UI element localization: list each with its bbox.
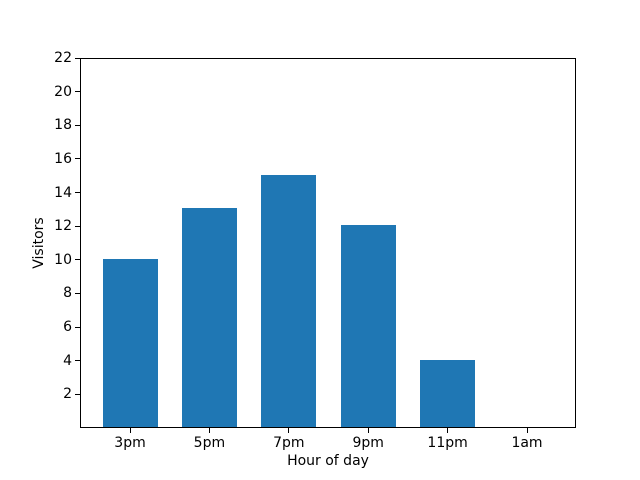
x-tick-label: 1am xyxy=(511,435,543,451)
x-tick-label: 5pm xyxy=(193,435,226,451)
y-tick-label: 22 xyxy=(54,50,72,66)
y-tick-label: 2 xyxy=(63,386,72,403)
x-tick-mark xyxy=(526,428,528,433)
y-tick-label: 14 xyxy=(54,184,72,201)
y-tick-label: 10 xyxy=(54,251,72,268)
bar-9pm xyxy=(340,225,396,427)
y-tick-mark xyxy=(75,259,80,261)
bar-7pm xyxy=(261,175,317,427)
y-tick-mark xyxy=(75,225,80,227)
y-tick-mark xyxy=(75,326,80,328)
plot-area xyxy=(80,58,576,428)
x-tick-mark xyxy=(129,428,131,433)
x-axis-label: Hour of day xyxy=(287,453,369,469)
bar-5pm xyxy=(181,208,237,427)
y-tick-mark xyxy=(75,393,80,395)
x-tick-label: 7pm xyxy=(273,435,305,451)
y-tick-mark xyxy=(75,57,80,59)
x-tick-label: 3pm xyxy=(114,435,146,451)
y-tick-label: 4 xyxy=(63,352,72,369)
y-tick-label: 6 xyxy=(63,319,72,336)
y-tick-label: 16 xyxy=(54,150,72,167)
y-tick-mark xyxy=(75,292,80,294)
y-tick-label: 12 xyxy=(54,218,72,235)
x-tick-mark xyxy=(447,428,449,433)
y-tick-label: 18 xyxy=(54,117,72,134)
x-tick-mark xyxy=(288,428,290,433)
y-tick-mark xyxy=(75,158,80,160)
y-tick-label: 8 xyxy=(63,285,72,302)
x-tick-label: 9pm xyxy=(352,435,384,451)
x-tick-mark xyxy=(367,428,369,433)
y-tick-mark xyxy=(75,192,80,194)
bar-11pm xyxy=(420,360,476,427)
y-tick-label: 20 xyxy=(54,83,72,100)
x-tick-label: 11pm xyxy=(427,435,468,451)
bar-3pm xyxy=(102,259,158,427)
y-tick-mark xyxy=(75,91,80,93)
x-tick-mark xyxy=(208,428,210,433)
y-tick-mark xyxy=(75,124,80,126)
y-tick-mark xyxy=(75,360,80,362)
